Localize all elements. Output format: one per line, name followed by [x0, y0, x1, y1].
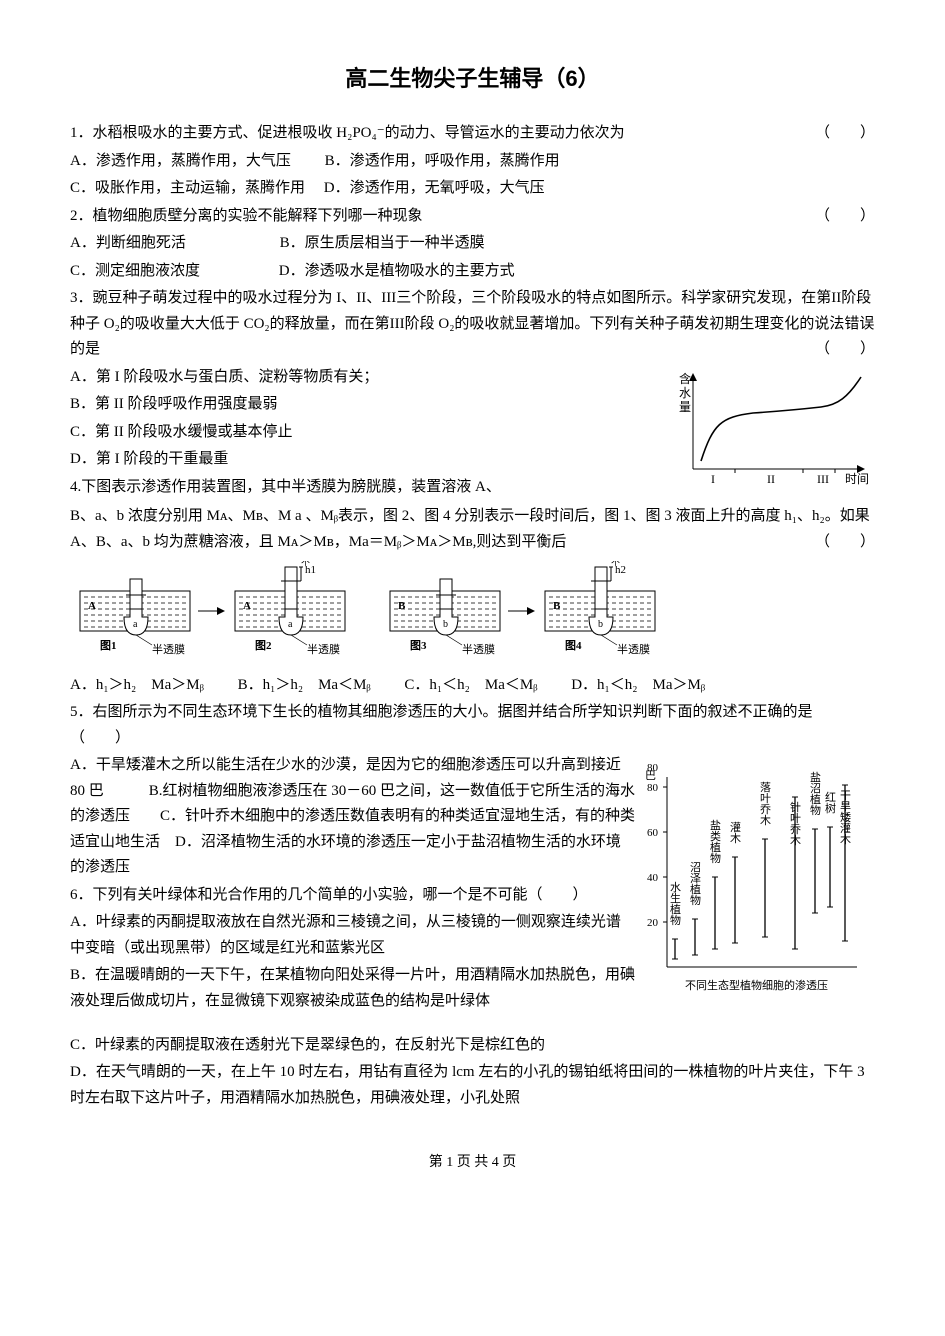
svg-text:时间: 时间: [845, 472, 869, 486]
svg-text:木: 木: [730, 832, 741, 845]
svg-text:生: 生: [670, 891, 681, 905]
doc-title: 高二生物尖子生辅导（6）: [70, 60, 875, 97]
svg-text:80: 80: [647, 762, 659, 774]
q4-opts: A．h₁＞h₂ Ma＞Mᵦ B．h₁＞h₂ Ma＜Mᵦ C．h₁＜h₂ Ma＜M…: [70, 673, 875, 699]
svg-text:木: 木: [760, 814, 771, 827]
svg-text:A: A: [243, 600, 251, 612]
svg-text:III: III: [817, 472, 829, 486]
svg-text:20: 20: [647, 917, 659, 929]
svg-text:B: B: [553, 600, 561, 612]
svg-text:植: 植: [690, 882, 701, 896]
q4-paren: （ ）: [815, 530, 875, 556]
q1-b: B．渗透作用，呼吸作用，蒸腾作用: [325, 153, 560, 169]
svg-text:植: 植: [710, 840, 721, 854]
q1-d: D．渗透作用，无氧呼吸，大气压: [324, 180, 545, 196]
q6-d: D．在天气晴朗的一天，在上午 10 时左右，用钻有直径为 lcm 左右的小孔的锡…: [70, 1060, 875, 1111]
q1-c: C．吸胀作用，主动运输，蒸腾作用: [70, 180, 305, 196]
svg-text:b: b: [598, 619, 603, 630]
svg-text:物: 物: [710, 851, 721, 865]
svg-text:木: 木: [840, 833, 851, 846]
svg-text:图4: 图4: [565, 639, 582, 652]
q4-figures: Aa图1半透膜h1不Aa图2半透膜Bb图3半透膜h2不Bb图4半透膜: [70, 561, 875, 671]
svg-text:不: 不: [611, 561, 620, 567]
svg-text:I: I: [711, 472, 715, 486]
svg-text:80: 80: [647, 782, 659, 794]
svg-text:水: 水: [679, 386, 691, 400]
svg-text:A: A: [88, 600, 96, 612]
q4-stem2: B、a、b 浓度分别用 Mᴀ、Mʙ、M a 、Mᵦ表示，图 2、图 4 分别表示…: [70, 504, 875, 555]
q3-paren: （ ）: [815, 337, 875, 363]
q3-svg: 含 水 量 I II III 时间: [675, 369, 875, 489]
svg-text:半透膜: 半透膜: [462, 642, 495, 656]
q5-chart: 20406080巴80水生植物沼泽植物盐类植物灌木落叶乔木针叶乔木盐沼植物红树干…: [645, 757, 875, 1027]
svg-text:物: 物: [810, 803, 821, 817]
q2-stem: 2．植物细胞质壁分离的实验不能解释下列哪一种现象 （ ）: [70, 204, 875, 230]
q5-text: 5．右图所示为不同生态环境下生长的植物其细胞渗透压的大小。据图并结合所学知识判断…: [70, 704, 813, 720]
q2-a: A．判断细胞死活: [70, 235, 186, 251]
svg-text:含: 含: [679, 371, 691, 386]
svg-text:沼: 沼: [690, 860, 701, 874]
svg-text:b: b: [443, 619, 448, 630]
q3-stem: 3．豌豆种子萌发过程中的吸水过程分为 I、II、III三个阶段，三个阶段吸水的特…: [70, 286, 875, 363]
svg-text:40: 40: [647, 872, 659, 884]
svg-text:B: B: [398, 600, 406, 612]
q1-opts-row1: A．渗透作用，蒸腾作用，大气压 B．渗透作用，呼吸作用，蒸腾作用: [70, 149, 875, 175]
q2-text: 2．植物细胞质壁分离的实验不能解释下列哪一种现象: [70, 208, 423, 224]
svg-text:图3: 图3: [410, 639, 427, 652]
q2-d: D．渗透吸水是植物吸水的主要方式: [279, 263, 515, 279]
q2-opts-row2: C．测定细胞液浓度 D．渗透吸水是植物吸水的主要方式: [70, 259, 875, 285]
svg-text:60: 60: [647, 827, 659, 839]
q2-b: B．原生质层相当于一种半透膜: [280, 235, 485, 251]
q5-paren: （ ）: [70, 730, 130, 746]
q4-text2: B、a、b 浓度分别用 Mᴀ、Mʙ、M a 、Mᵦ表示，图 2、图 4 分别表示…: [70, 508, 870, 550]
q5-svg: 20406080巴80水生植物沼泽植物盐类植物灌木落叶乔木针叶乔木盐沼植物红树干…: [645, 757, 875, 1017]
q1-paren: （ ）: [815, 121, 875, 147]
q2-c: C．测定细胞液浓度: [70, 263, 200, 279]
q6-c: C．叶绿素的丙酮提取液在透射光下是翠绿色的，在反射光下是棕红色的: [70, 1033, 875, 1059]
q2-paren: （ ）: [815, 204, 875, 230]
q1-opts-row2: C．吸胀作用，主动运输，蒸腾作用 D．渗透作用，无氧呼吸，大气压: [70, 176, 875, 202]
q4-b: B．h₁＞h₂ Ma＜Mᵦ: [238, 677, 371, 693]
svg-text:植: 植: [810, 792, 821, 806]
svg-text:不: 不: [301, 561, 310, 567]
q1-a: A．渗透作用，蒸腾作用，大气压: [70, 153, 291, 169]
q4-c: C．h₁＜h₂ Ma＜Mᵦ: [404, 677, 537, 693]
q1-text: 1．水稻根吸水的主要方式、促进根吸收 H₂PO₄⁻的动力、导管运水的主要动力依次…: [70, 125, 625, 141]
svg-text:矮: 矮: [840, 810, 851, 824]
svg-text:图2: 图2: [255, 639, 272, 652]
svg-text:量: 量: [679, 400, 691, 414]
q4-d: D．h₁＜h₂ Ma＞Mᵦ: [571, 677, 705, 693]
svg-text:半透膜: 半透膜: [152, 642, 185, 656]
q2-opts-row1: A．判断细胞死活 B．原生质层相当于一种半透膜: [70, 231, 875, 257]
svg-text:半透膜: 半透膜: [307, 642, 340, 656]
page-footer: 第 1 页 共 4 页: [70, 1151, 875, 1175]
svg-text:物: 物: [690, 893, 701, 907]
q3-chart: 含 水 量 I II III 时间: [675, 369, 875, 499]
svg-text:半透膜: 半透膜: [617, 642, 650, 656]
svg-text:针: 针: [790, 800, 801, 814]
svg-text:类: 类: [710, 829, 721, 843]
svg-text:物: 物: [670, 913, 681, 927]
svg-text:木: 木: [790, 834, 801, 847]
q3-text: 3．豌豆种子萌发过程中的吸水过程分为 I、II、III三个阶段，三个阶段吸水的特…: [70, 290, 874, 357]
svg-text:不同生态型植物细胞的渗透压: 不同生态型植物细胞的渗透压: [685, 978, 828, 992]
svg-text:a: a: [133, 619, 138, 630]
svg-text:II: II: [767, 472, 775, 486]
q5-stem: 5．右图所示为不同生态环境下生长的植物其细胞渗透压的大小。据图并结合所学知识判断…: [70, 700, 875, 751]
svg-text:a: a: [288, 619, 293, 630]
q1-stem: 1．水稻根吸水的主要方式、促进根吸收 H₂PO₄⁻的动力、导管运水的主要动力依次…: [70, 121, 875, 147]
svg-text:植: 植: [670, 902, 681, 916]
svg-text:沼: 沼: [810, 781, 821, 795]
q4-a: A．h₁＞h₂ Ma＞Mᵦ: [70, 677, 204, 693]
svg-text:图1: 图1: [100, 639, 117, 652]
svg-text:树: 树: [825, 801, 836, 815]
